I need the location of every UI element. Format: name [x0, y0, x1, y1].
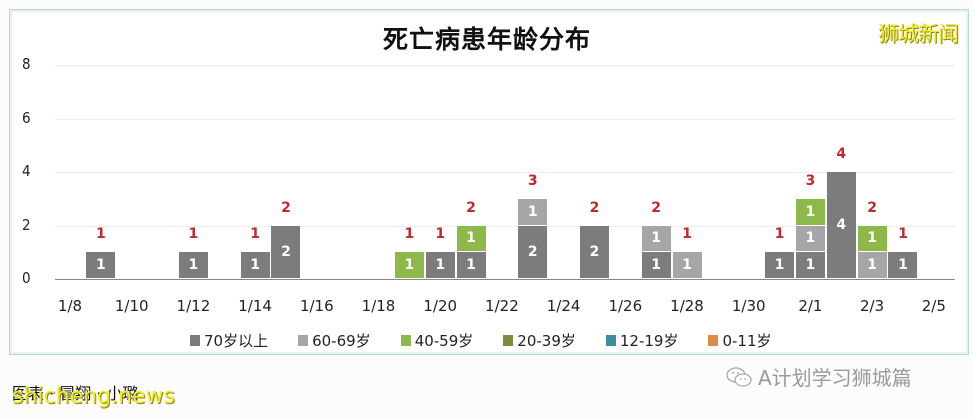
- x-tick-label: 1/14: [238, 297, 272, 315]
- bar-segment: 4: [826, 172, 856, 278]
- bar-total-label: 1: [188, 226, 199, 243]
- bar-segment: 2: [579, 225, 609, 278]
- legend-item: 40-59岁: [400, 330, 474, 351]
- x-tick-label: 1/20: [423, 297, 458, 315]
- wechat-account: A计划学习狮城篇: [726, 362, 912, 391]
- wechat-icon: [726, 366, 752, 387]
- legend-swatch-icon: [605, 335, 616, 346]
- bar-segment: 1: [765, 252, 795, 278]
- legend-swatch-icon: [708, 335, 719, 346]
- bar-segment: 1: [795, 252, 825, 278]
- x-axis: [55, 279, 955, 280]
- x-tick-label: 1/30: [731, 297, 766, 315]
- legend-label: 20-39岁: [517, 332, 576, 350]
- chart-credit: 图表 · 冒翔 · 小璐: [12, 384, 139, 403]
- bar-total-label: 1: [774, 226, 785, 243]
- legend-swatch-icon: [298, 335, 309, 346]
- legend-item: 20-39岁: [503, 330, 576, 351]
- gridline: [55, 172, 955, 173]
- bar-total-label: 2: [589, 199, 600, 216]
- legend-label: 70岁以上: [204, 332, 269, 350]
- bar-segment: 1: [857, 225, 887, 252]
- bar-segment: 1: [795, 198, 825, 225]
- bar-segment: 1: [178, 252, 208, 278]
- bar-total-label: 3: [527, 172, 538, 189]
- bar-total-label: 1: [898, 226, 908, 243]
- x-tick-label: 1/18: [361, 297, 396, 315]
- x-tick-label: 1/26: [608, 297, 643, 315]
- bar-segment: 1: [86, 252, 116, 278]
- bar-segment: 2: [518, 225, 548, 278]
- legend-swatch-icon: [400, 335, 411, 346]
- chart-frame: [9, 9, 969, 355]
- x-tick-label: 1/10: [114, 297, 149, 315]
- bar-total-label: 2: [651, 199, 662, 216]
- gridline: [55, 118, 955, 120]
- legend-swatch-icon: [190, 335, 200, 346]
- bar-segment: 1: [672, 252, 702, 278]
- bar-total-label: 1: [682, 226, 692, 243]
- bar-segment: 1: [456, 252, 486, 278]
- y-tick-label: 2: [22, 215, 31, 234]
- bar-segment: 1: [425, 252, 455, 278]
- y-tick-label: 6: [22, 108, 31, 127]
- x-tick-label: 1/16: [299, 297, 334, 315]
- legend-item: 70岁以上: [190, 330, 268, 351]
- bar-total-label: 2: [867, 199, 877, 216]
- legend-item: 0-11岁: [708, 330, 772, 351]
- bar-total-label: 2: [281, 199, 291, 216]
- bar-total-label: 1: [250, 226, 260, 243]
- gridline: [55, 225, 955, 227]
- legend: 70岁以上 60-69岁 40-59岁 20-39岁 12-19岁 0-11岁: [190, 330, 802, 351]
- legend-label: 0-11岁: [722, 332, 772, 350]
- bar-total-label: 2: [466, 199, 476, 216]
- bar-total-label: 3: [805, 172, 816, 189]
- x-tick-label: 2/1: [798, 297, 823, 315]
- wechat-account-name: A计划学习狮城篇: [758, 366, 912, 390]
- brand-watermark: 狮城新闻: [878, 22, 959, 46]
- y-tick-label: 8: [22, 55, 31, 73]
- bar-segment: 1: [456, 225, 486, 252]
- x-tick-label: 1/28: [670, 297, 704, 315]
- x-tick-label: 1/12: [176, 297, 211, 315]
- x-tick-label: 1/22: [485, 297, 519, 315]
- y-tick-label: 0: [22, 269, 31, 287]
- legend-label: 12-19岁: [619, 332, 679, 350]
- x-tick-label: 2/3: [860, 297, 885, 315]
- x-tick-label: 1/8: [57, 297, 83, 315]
- legend-item: 60-69岁: [298, 330, 371, 351]
- bar-segment: 1: [641, 252, 671, 278]
- bar-total-label: 1: [95, 226, 106, 243]
- bar-total-label: 4: [836, 146, 847, 162]
- x-tick-label: 1/24: [546, 297, 581, 315]
- chart-title: 死亡病患年龄分布: [382, 25, 591, 54]
- bar-segment: 1: [240, 252, 270, 278]
- bar-segment: 1: [641, 225, 671, 252]
- bar-segment: 2: [271, 225, 301, 278]
- bar-segment: 1: [857, 252, 887, 278]
- legend-label: 40-59岁: [414, 332, 474, 350]
- bar-segment: 1: [795, 225, 825, 252]
- y-tick-label: 4: [22, 162, 31, 180]
- x-tick-label: 2/5: [921, 297, 946, 315]
- legend-swatch-icon: [503, 335, 514, 346]
- bar-segment: 1: [888, 252, 918, 278]
- site-watermark: shicheng.news: [12, 384, 175, 409]
- bar-total-label: 1: [435, 226, 446, 243]
- legend-item: 12-19岁: [605, 330, 679, 351]
- legend-label: 60-69岁: [312, 332, 371, 350]
- bar-total-label: 1: [404, 226, 415, 243]
- bar-segment: 1: [518, 198, 548, 225]
- bar-segment: 1: [394, 252, 424, 278]
- gridline: [55, 65, 955, 66]
